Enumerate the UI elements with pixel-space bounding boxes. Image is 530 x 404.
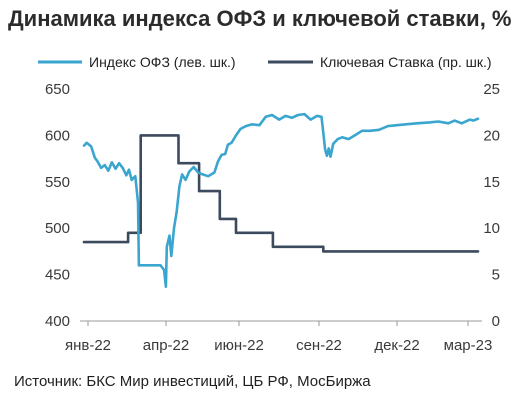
right-tick-label-20: 20	[483, 127, 500, 144]
right-tick-label-15: 15	[483, 174, 500, 191]
left-tick-label-550: 550	[45, 174, 70, 191]
series-layer	[82, 112, 480, 288]
left-tick-label-650: 650	[45, 81, 70, 98]
left-tick-label-500: 500	[45, 220, 70, 237]
right-tick-label-0: 0	[492, 313, 500, 330]
right-axis: 0 5 10 15 20 25	[483, 81, 500, 330]
right-tick-label-25: 25	[483, 81, 500, 98]
left-axis: 400 450 500 550 600 650	[45, 81, 70, 330]
x-tick-label: апр-22	[143, 337, 190, 354]
legend-label-ofz: Индекс ОФЗ (лев. шк.)	[89, 54, 236, 70]
left-tick-label-400: 400	[45, 313, 70, 330]
source-note: Источник: БКС Мир инвестиций, ЦБ РФ, Мос…	[14, 373, 371, 390]
right-tick-label-5: 5	[492, 267, 500, 284]
x-tick-label: мар-23	[444, 337, 493, 354]
left-tick-label-600: 600	[45, 127, 70, 144]
right-tick-label-10: 10	[483, 220, 500, 237]
x-tick-label: дек-22	[374, 337, 419, 354]
key-rate-line	[82, 134, 480, 253]
x-tick-label: сен-22	[296, 337, 342, 354]
x-tick-label: июн-22	[214, 337, 264, 354]
legend: Индекс ОФЗ (лев. шк.) Ключевая Ставка (пр…	[38, 54, 492, 70]
left-tick-label-450: 450	[45, 267, 70, 284]
x-axis: янв-22 апр-22 июн-22 сен-22 дек-22 мар-23	[65, 320, 493, 354]
legend-label-rate: Ключевая Ставка (пр. шк.)	[320, 54, 492, 70]
chart-title: Динамика индекса ОФЗ и ключевой ставки, …	[8, 6, 512, 31]
ofz-index-line	[82, 112, 480, 288]
x-tick-label: янв-22	[65, 337, 111, 354]
